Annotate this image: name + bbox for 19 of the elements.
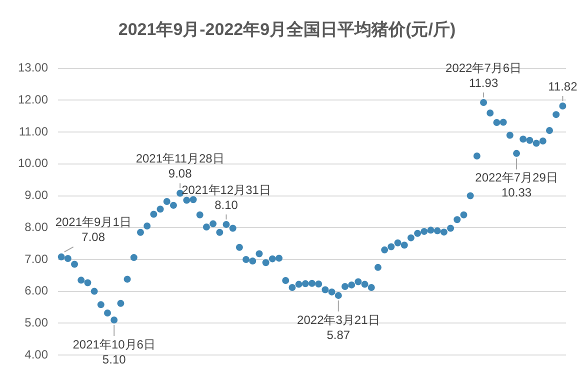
annotation: 2021年10月6日 5.10 [72, 337, 156, 366]
y-tick-label: 11.00 [18, 124, 48, 138]
annotation: 2021年11月28日 9.08 [136, 152, 224, 181]
chart-title: 2021年9月-2022年9月全国日平均猪价(元/斤) [118, 20, 456, 39]
annotation: 2021年9月1日 7.08 [55, 215, 132, 244]
annotation: 2022年7月29日 10.33 [475, 170, 558, 200]
y-tick-label: 5.00 [24, 315, 48, 330]
annotation: 2022年7月6日 11.93 [446, 60, 522, 90]
annotation: 2021年12月31日 8.10 [182, 182, 271, 212]
y-tick-label: 8.00 [24, 220, 48, 234]
y-tick-label: 10.00 [18, 156, 48, 170]
y-tick-label: 12.00 [18, 92, 48, 107]
y-tick-label: 9.00 [24, 188, 48, 202]
y-tick-label: 4.00 [24, 347, 48, 362]
y-tick-label: 13.00 [18, 60, 48, 75]
annotation: 11.82 [548, 79, 578, 94]
annotation: 2022年3月21日 5.87 [297, 312, 380, 342]
y-tick-label: 7.00 [24, 252, 48, 266]
y-tick-label: 6.00 [24, 284, 48, 298]
